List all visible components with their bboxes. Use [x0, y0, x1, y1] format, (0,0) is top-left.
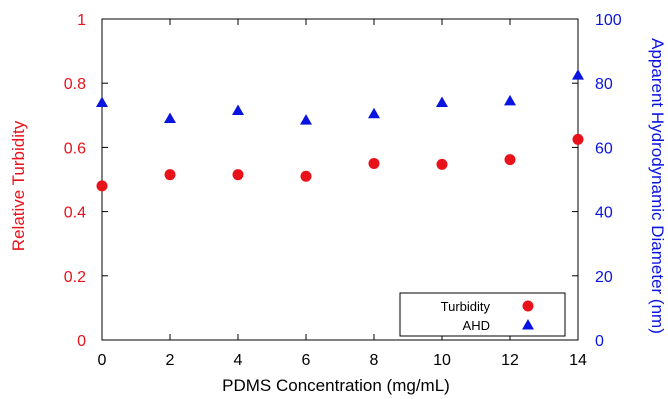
y-left-tick-label: 0.2: [64, 269, 86, 286]
y-left-tick-label: 1: [77, 12, 86, 29]
ahd-point: [504, 94, 516, 106]
turbidity-point: [504, 154, 516, 166]
x-tick-label: 6: [302, 352, 311, 369]
ahd-point: [232, 104, 244, 115]
ahd-point: [436, 96, 448, 107]
legend-marker-turbidity: [522, 300, 534, 312]
y-right-axis-title: Apparent Hydrodynamic Diameter (nm): [648, 38, 667, 334]
x-tick-label: 14: [569, 352, 587, 369]
x-tick-label: 10: [433, 352, 451, 369]
y-right-tick-label: 60: [595, 140, 613, 157]
plot-area: 0 2 4 6 8 10 12 1400.20.40.60.81020406080100Tur…: [64, 12, 622, 369]
y-left-axis-title: Relative Turbidity: [9, 120, 28, 251]
legend-marker-ahd: [522, 319, 534, 330]
ahd-point: [164, 112, 176, 124]
legend-label: AHD: [463, 318, 490, 333]
ahd-point: [572, 69, 584, 80]
x-tick-label: 4: [234, 352, 243, 369]
legend-box: [399, 292, 566, 337]
ahd-point: [368, 107, 380, 119]
y-left-tick-label: 0.8: [64, 76, 86, 93]
x-tick-label: 2: [166, 352, 175, 369]
y-right-tick-label: 20: [595, 269, 613, 286]
turbidity-point: [436, 158, 448, 170]
y-right-tick-label: 80: [595, 76, 613, 93]
turbidity-point: [96, 180, 108, 192]
x-tick-label: 8: [370, 352, 379, 369]
y-right-tick-label: 0: [595, 333, 604, 350]
ahd-point: [96, 96, 108, 107]
ahd-point: [300, 114, 312, 125]
x-tick-label: 0: [98, 352, 107, 369]
plot-frame: [101, 18, 579, 341]
turbidity-point: [164, 169, 176, 181]
y-left-tick-label: 0.4: [64, 205, 86, 222]
legend-label: Turbidity: [441, 299, 491, 314]
y-right-tick-label: 100: [595, 12, 622, 29]
turbidity-point: [232, 169, 244, 181]
y-left-tick-label: 0: [77, 333, 86, 350]
y-right-tick-label: 40: [595, 205, 613, 222]
turbidity-point: [300, 170, 312, 182]
x-axis-title: PDMS Concentration (mg/mL): [222, 376, 450, 395]
turbidity-point: [368, 157, 380, 169]
x-tick-label: 12: [501, 352, 519, 369]
y-left-tick-label: 0.6: [64, 140, 86, 157]
turbidity-point: [572, 133, 584, 145]
